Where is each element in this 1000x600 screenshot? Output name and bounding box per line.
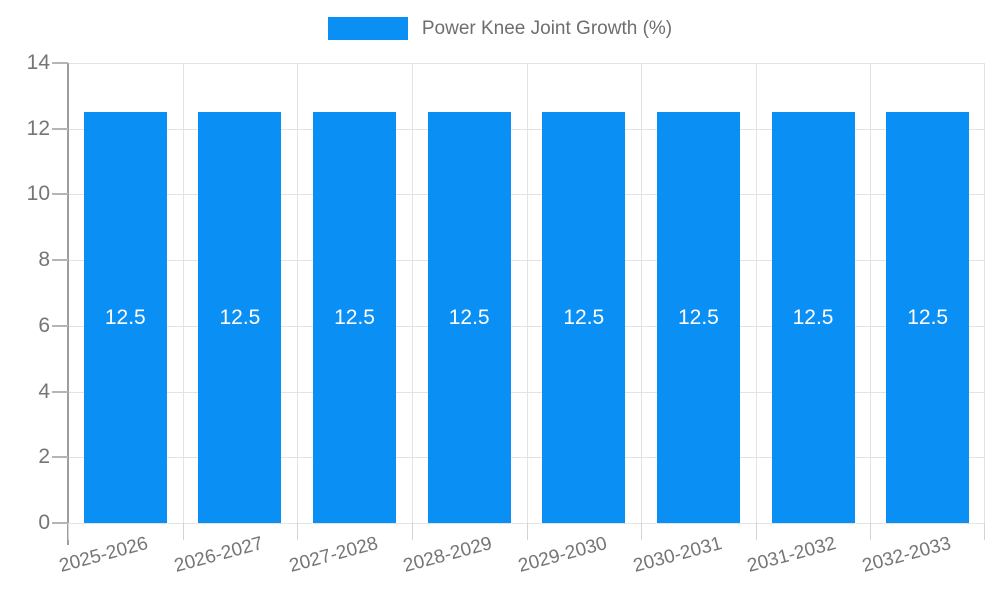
y-tick-mark bbox=[52, 259, 68, 262]
y-tick-label: 0 bbox=[38, 511, 50, 534]
bar-value-label: 12.5 bbox=[792, 305, 834, 329]
y-tick-label: 4 bbox=[38, 379, 50, 403]
v-gridline bbox=[526, 63, 528, 523]
bar-value-label: 12.5 bbox=[104, 305, 146, 329]
bar[interactable]: 12.5 bbox=[313, 112, 397, 523]
plot-area: 12.5 12.5 12.5 12.5 12.5 12.5 12.5 12.5 bbox=[68, 63, 985, 524]
bar-value-label: 12.5 bbox=[677, 305, 719, 329]
y-tick-label: 6 bbox=[38, 313, 50, 337]
bar[interactable]: 12.5 bbox=[542, 112, 626, 523]
v-gridline bbox=[870, 63, 872, 523]
bar[interactable]: 12.5 bbox=[886, 112, 970, 523]
bar-value-label: 12.5 bbox=[219, 305, 261, 329]
y-axis-labels: 0 2 4 6 8 10 12 14 bbox=[0, 51, 50, 534]
v-gridline bbox=[182, 63, 184, 523]
y-tick-mark bbox=[52, 324, 68, 327]
legend: Power Knee Joint Growth (%) bbox=[0, 17, 1000, 40]
x-tick-mark bbox=[755, 523, 757, 540]
x-tick-mark bbox=[984, 523, 985, 540]
y-axis-ticks bbox=[52, 62, 68, 524]
v-gridline bbox=[297, 63, 299, 523]
x-tick-mark bbox=[182, 523, 184, 540]
x-tick-mark bbox=[526, 523, 528, 540]
legend-item[interactable]: Power Knee Joint Growth (%) bbox=[327, 17, 673, 40]
y-tick-label: 2 bbox=[38, 445, 50, 469]
bar-value-label: 12.5 bbox=[563, 305, 605, 329]
v-gridline bbox=[755, 63, 757, 523]
y-tick-mark bbox=[52, 456, 68, 459]
legend-label: Power Knee Joint Growth (%) bbox=[421, 17, 673, 39]
v-gridline bbox=[984, 63, 985, 523]
y-tick-mark bbox=[52, 62, 68, 64]
y-tick-label: 8 bbox=[38, 248, 50, 272]
y-tick-mark bbox=[52, 127, 68, 130]
y-tick-mark bbox=[52, 193, 68, 196]
y-tick-mark bbox=[52, 390, 68, 393]
y-axis-line bbox=[67, 63, 69, 545]
y-tick-mark bbox=[52, 522, 68, 524]
bar[interactable]: 12.5 bbox=[427, 112, 511, 523]
y-tick-label: 10 bbox=[26, 182, 50, 206]
y-tick-label: 14 bbox=[26, 51, 50, 74]
bar-value-label: 12.5 bbox=[448, 305, 490, 329]
bar-value-label: 12.5 bbox=[334, 305, 375, 329]
bar-value-label: 12.5 bbox=[907, 305, 949, 329]
legend-color-swatch bbox=[327, 17, 408, 40]
x-tick-mark bbox=[297, 523, 299, 540]
v-gridline bbox=[411, 63, 413, 523]
bar[interactable]: 12.5 bbox=[198, 112, 282, 523]
x-tick-mark bbox=[641, 523, 643, 540]
bar[interactable]: 12.5 bbox=[771, 112, 855, 523]
bar[interactable]: 12.5 bbox=[656, 112, 740, 523]
x-axis-ticks bbox=[68, 523, 985, 541]
bar[interactable]: 12.5 bbox=[83, 112, 167, 523]
x-tick-mark bbox=[870, 523, 872, 540]
x-tick-mark bbox=[68, 523, 69, 540]
x-tick-mark bbox=[411, 523, 413, 540]
v-gridline bbox=[641, 63, 643, 523]
y-tick-label: 12 bbox=[26, 116, 50, 140]
